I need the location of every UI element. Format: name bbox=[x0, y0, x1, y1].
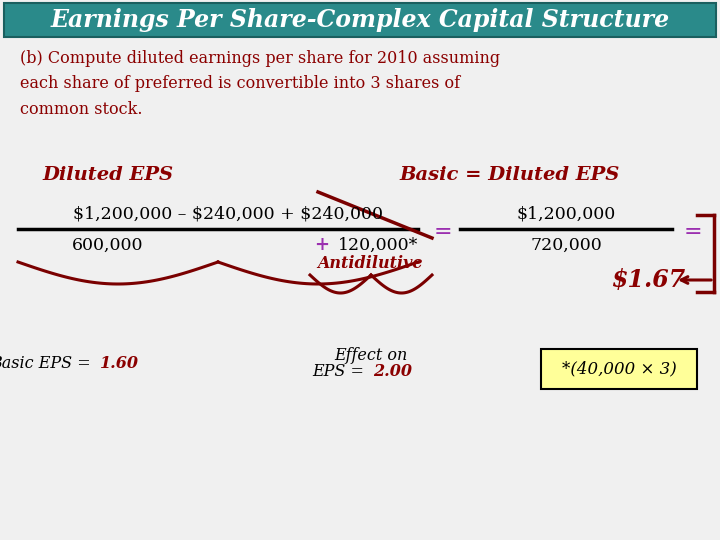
Text: Effect on: Effect on bbox=[334, 347, 408, 363]
FancyBboxPatch shape bbox=[541, 349, 697, 389]
Text: 720,000: 720,000 bbox=[530, 237, 602, 253]
Text: =: = bbox=[433, 221, 452, 243]
Text: *(40,000 × 3): *(40,000 × 3) bbox=[562, 361, 676, 377]
Text: (b) Compute diluted earnings per share for 2010 assuming
each share of preferred: (b) Compute diluted earnings per share f… bbox=[20, 50, 500, 118]
Text: $1.67: $1.67 bbox=[611, 268, 685, 292]
Text: Antidilutive: Antidilutive bbox=[318, 255, 423, 273]
Text: Basic = Diluted EPS: Basic = Diluted EPS bbox=[400, 166, 620, 184]
Text: 120,000*: 120,000* bbox=[338, 237, 418, 253]
Text: EPS =: EPS = bbox=[312, 363, 369, 381]
Text: Diluted EPS: Diluted EPS bbox=[42, 166, 174, 184]
Text: 600,000: 600,000 bbox=[72, 237, 144, 253]
Text: 1.60: 1.60 bbox=[100, 355, 139, 373]
Text: =: = bbox=[684, 221, 702, 243]
Text: +: + bbox=[315, 236, 330, 254]
Text: Earnings Per Share-Complex Capital Structure: Earnings Per Share-Complex Capital Struc… bbox=[50, 8, 670, 32]
FancyBboxPatch shape bbox=[4, 3, 716, 37]
Text: $1,200,000: $1,200,000 bbox=[516, 206, 616, 222]
Text: Basic EPS =: Basic EPS = bbox=[0, 355, 96, 373]
Text: $1,200,000 – $240,000 + $240,000: $1,200,000 – $240,000 + $240,000 bbox=[73, 206, 383, 222]
Text: 2.00: 2.00 bbox=[373, 363, 412, 381]
